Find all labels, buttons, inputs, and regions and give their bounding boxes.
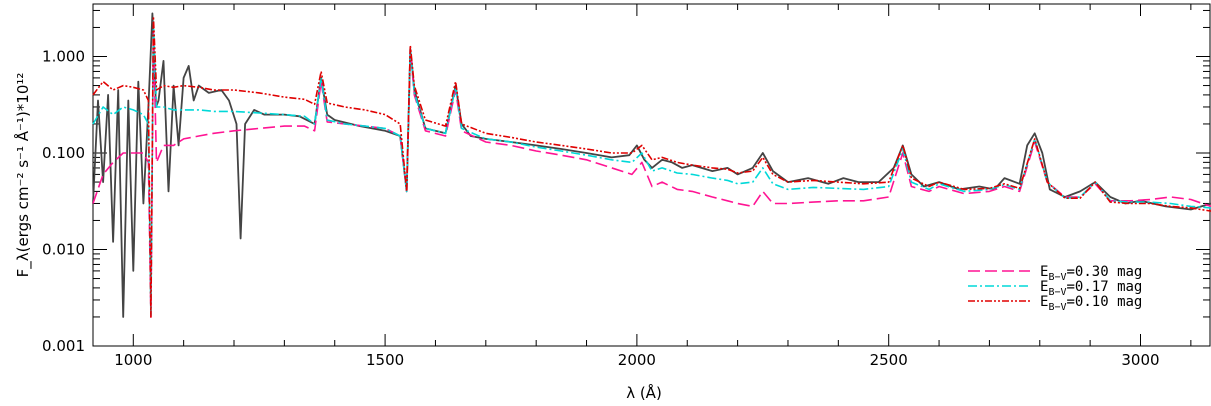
x-axis-label: λ (Å) bbox=[626, 383, 662, 402]
legend-label-ebv010: EB−V=0.10 mag bbox=[1040, 294, 1142, 313]
legend-label-ebv017: EB−V=0.17 mag bbox=[1040, 279, 1142, 298]
x-tick-label: 2000 bbox=[618, 351, 656, 369]
y-tick-label: 0.100 bbox=[42, 144, 85, 162]
series-line-ebv017 bbox=[92, 20, 1211, 318]
y-tick-label: 0.001 bbox=[42, 337, 85, 355]
series-line-ebv010 bbox=[92, 15, 1211, 318]
series-line-observed bbox=[92, 12, 1211, 318]
x-tick-label: 2500 bbox=[870, 351, 908, 369]
x-axis-ticks: 1000 1500 2000 2500 3000 bbox=[114, 4, 1192, 369]
legend-label-ebv030: EB−V=0.30 mag bbox=[1040, 264, 1142, 283]
series-layer bbox=[92, 12, 1211, 318]
series-line-ebv030 bbox=[92, 31, 1211, 318]
x-tick-label: 1500 bbox=[366, 351, 404, 369]
x-tick-label: 1000 bbox=[114, 351, 152, 369]
plot-frame bbox=[92, 3, 1211, 347]
y-tick-label: 1.000 bbox=[42, 48, 85, 66]
y-axis-ticks: 0.001 0.010 0.100 1.000 bbox=[42, 9, 1210, 355]
plot-area bbox=[92, 3, 1211, 347]
y-tick-label: 0.010 bbox=[42, 241, 85, 259]
x-tick-label: 3000 bbox=[1121, 351, 1159, 369]
y-axis-label: F_λ(ergs cm⁻² s⁻¹ Å⁻¹)*10¹² bbox=[13, 73, 33, 278]
